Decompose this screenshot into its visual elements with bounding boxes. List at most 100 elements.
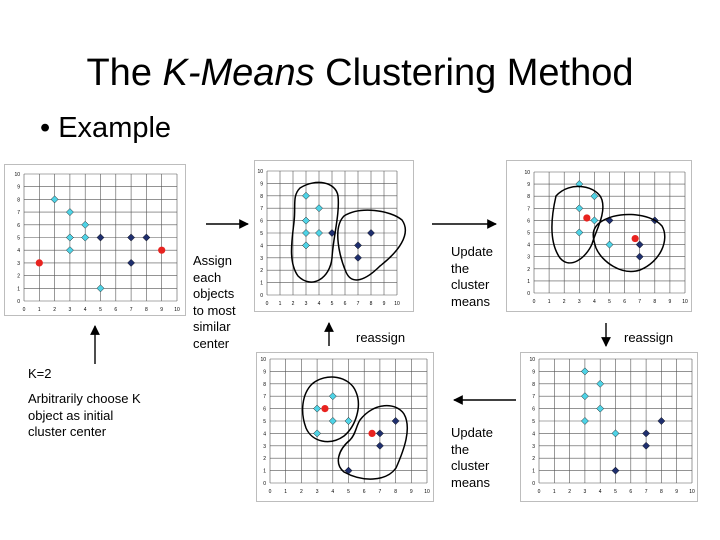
data-point-navy bbox=[328, 229, 336, 237]
y-tick-label: 5 bbox=[260, 231, 263, 237]
y-tick-label: 10 bbox=[14, 172, 20, 178]
x-tick-label: 3 bbox=[584, 489, 587, 495]
cluster-outline-navy-reassigned bbox=[337, 405, 408, 480]
cluster-outline-cyan-reassigned bbox=[301, 376, 360, 443]
x-tick-label: 9 bbox=[383, 301, 386, 307]
x-tick-label: 5 bbox=[331, 301, 334, 307]
x-tick-label: 4 bbox=[84, 307, 87, 313]
y-tick-label: 4 bbox=[17, 248, 20, 254]
data-point-navy bbox=[635, 252, 644, 261]
data-point-cyan bbox=[81, 233, 90, 242]
plot-reassigned: 0 1 2 3 4 5 6 7 8 9 10 0 1 2 3 4 5 6 7 8 9 10 bbox=[256, 352, 434, 502]
data-point-cyan bbox=[596, 404, 605, 413]
x-tick-label: 9 bbox=[669, 299, 672, 305]
data-point-navy bbox=[391, 417, 400, 425]
x-tick-label: 1 bbox=[548, 299, 551, 305]
center-point-red bbox=[368, 429, 376, 437]
data-point-navy bbox=[354, 241, 362, 250]
data-point-navy bbox=[142, 233, 151, 242]
y-tick-label: 4 bbox=[527, 243, 530, 249]
data-point-cyan bbox=[50, 195, 59, 204]
x-tick-label: 10 bbox=[689, 489, 695, 495]
x-tick-label: 6 bbox=[344, 301, 347, 307]
data-point-cyan bbox=[65, 208, 74, 217]
data-point-navy bbox=[642, 429, 651, 438]
x-tick-label: 3 bbox=[69, 307, 72, 313]
x-tick-label: 5 bbox=[347, 489, 350, 495]
x-tick-label: 6 bbox=[623, 299, 626, 305]
data-point-cyan bbox=[580, 392, 589, 401]
data-point-navy bbox=[127, 233, 136, 242]
y-tick-label: 0 bbox=[260, 293, 263, 299]
x-tick-label: 6 bbox=[114, 307, 117, 313]
data-point-cyan bbox=[65, 246, 74, 255]
x-tick-label: 10 bbox=[682, 299, 688, 305]
data-point-cyan bbox=[302, 191, 310, 200]
y-tick-label: 2 bbox=[527, 267, 530, 273]
data-point-navy bbox=[127, 258, 136, 267]
y-tick-label: 6 bbox=[263, 407, 266, 413]
k-equals-label: K=2 bbox=[28, 366, 52, 381]
assign-label: Assign each objects to most similar center bbox=[193, 253, 236, 351]
y-tick-label: 6 bbox=[17, 223, 20, 229]
x-tick-label: 1 bbox=[553, 489, 556, 495]
bullet-example: • Example bbox=[40, 112, 172, 144]
x-tick-label: 3 bbox=[305, 301, 308, 307]
y-tick-label: 5 bbox=[17, 236, 20, 242]
x-tick-label: 7 bbox=[638, 299, 641, 305]
y-tick-label: 10 bbox=[529, 357, 535, 363]
y-tick-label: 1 bbox=[263, 469, 266, 475]
x-tick-label: 3 bbox=[578, 299, 581, 305]
slide-title: The K-Means Clustering Method bbox=[86, 52, 634, 94]
data-point-navy bbox=[657, 417, 666, 425]
y-tick-label: 9 bbox=[260, 181, 263, 187]
update-label-bottom: Update the cluster means bbox=[451, 425, 493, 490]
x-tick-label: 4 bbox=[599, 489, 602, 495]
y-tick-label: 2 bbox=[263, 456, 266, 462]
y-tick-label: 10 bbox=[260, 357, 266, 363]
x-tick-label: 7 bbox=[130, 307, 133, 313]
data-point-cyan bbox=[590, 216, 599, 225]
x-tick-label: 5 bbox=[99, 307, 102, 313]
data-point-cyan bbox=[328, 392, 337, 401]
y-tick-label: 3 bbox=[532, 444, 535, 450]
center-point-red bbox=[583, 214, 591, 222]
y-tick-label: 2 bbox=[17, 274, 20, 280]
y-tick-label: 0 bbox=[532, 481, 535, 487]
y-tick-label: 9 bbox=[263, 369, 266, 375]
plot-frame bbox=[4, 164, 186, 316]
update-label-top: Update the cluster means bbox=[451, 244, 493, 309]
y-tick-label: 1 bbox=[260, 281, 263, 287]
center-point-red bbox=[35, 259, 43, 267]
y-tick-label: 6 bbox=[527, 218, 530, 224]
plot-frame bbox=[520, 352, 698, 502]
y-tick-label: 0 bbox=[17, 299, 20, 305]
x-tick-label: 2 bbox=[300, 489, 303, 495]
data-point-navy bbox=[611, 466, 620, 475]
y-tick-label: 0 bbox=[263, 481, 266, 487]
y-tick-label: 9 bbox=[532, 369, 535, 375]
y-tick-label: 7 bbox=[527, 206, 530, 212]
data-point-cyan bbox=[302, 229, 310, 237]
center-point-red bbox=[321, 405, 329, 413]
y-tick-label: 2 bbox=[532, 456, 535, 462]
data-point-cyan bbox=[96, 284, 105, 293]
x-tick-label: 0 bbox=[538, 489, 541, 495]
data-point-cyan bbox=[313, 404, 322, 413]
x-tick-label: 0 bbox=[23, 307, 26, 313]
x-tick-label: 1 bbox=[284, 489, 287, 495]
data-point-cyan bbox=[575, 204, 584, 213]
x-tick-label: 0 bbox=[266, 301, 269, 307]
y-tick-label: 6 bbox=[532, 407, 535, 413]
data-point-cyan bbox=[580, 367, 589, 376]
x-tick-label: 4 bbox=[331, 489, 334, 495]
x-tick-label: 4 bbox=[318, 301, 321, 307]
data-point-cyan bbox=[580, 417, 589, 425]
y-tick-label: 8 bbox=[263, 382, 266, 388]
x-tick-label: 10 bbox=[394, 301, 400, 307]
y-tick-label: 1 bbox=[532, 469, 535, 475]
data-point-navy bbox=[96, 233, 105, 242]
x-tick-label: 4 bbox=[593, 299, 596, 305]
y-tick-label: 10 bbox=[524, 170, 530, 176]
